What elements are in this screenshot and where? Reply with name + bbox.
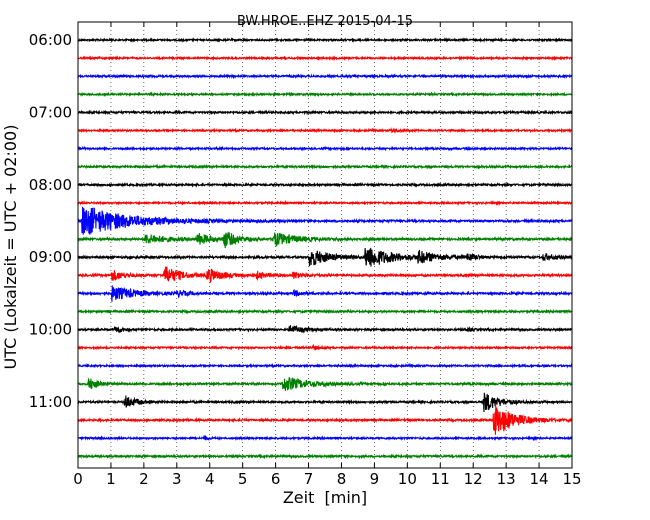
trace-line (77, 126, 573, 134)
trace-line (77, 37, 573, 43)
y-tick-label: 08:00 (29, 176, 72, 194)
x-tick-label: 15 (562, 470, 581, 488)
trace-line (77, 206, 573, 235)
trace-line (77, 404, 573, 435)
x-tick-label: 8 (337, 470, 347, 488)
trace-line (77, 231, 573, 249)
x-tick-label: 13 (497, 470, 516, 488)
x-tick-label: 3 (172, 470, 182, 488)
x-tick-label: 9 (370, 470, 380, 488)
y-tick-label: 11:00 (29, 393, 72, 411)
x-axis: 0 1 2 3 4 5 6 7 8 9 10 11 12 13 14 15 (73, 22, 582, 488)
trace-line (77, 434, 573, 442)
trace-line (77, 285, 573, 302)
x-tick-label: 10 (398, 470, 417, 488)
trace-line (77, 73, 573, 80)
trace-line (77, 145, 573, 152)
y-axis: 06:00 07:00 08:00 09:00 10:00 11:00 (29, 31, 572, 411)
x-tick-label: 2 (139, 470, 149, 488)
x-tick-label: 7 (304, 470, 314, 488)
x-axis-label: Zeit [min] (283, 488, 367, 507)
trace-group (77, 37, 573, 460)
trace-line (77, 247, 573, 267)
x-tick-label: 6 (271, 470, 281, 488)
trace-line (77, 199, 573, 206)
x-tick-label: 14 (530, 470, 549, 488)
x-tick-label: 11 (431, 470, 450, 488)
x-tick-label: 4 (205, 470, 215, 488)
trace-line (77, 377, 573, 391)
trace-line (77, 266, 573, 284)
trace-line (77, 453, 573, 460)
y-axis-label: UTC (Lokalzeit = UTC + 02:00) (1, 125, 20, 370)
trace-line (77, 308, 573, 315)
trace-line (77, 109, 573, 116)
x-tick-label: 12 (464, 470, 483, 488)
trace-line (77, 163, 573, 170)
x-tick-label: 0 (73, 470, 83, 488)
y-tick-label: 06:00 (29, 31, 72, 49)
plot-frame (77, 21, 573, 469)
x-tick-label: 1 (106, 470, 116, 488)
trace-line (77, 324, 573, 334)
trace-line (77, 181, 573, 188)
trace-line (77, 362, 573, 369)
y-tick-label: 10:00 (29, 321, 72, 339)
trace-line (77, 91, 573, 98)
x-tick-label: 5 (238, 470, 248, 488)
trace-line (77, 392, 573, 412)
y-tick-label: 07:00 (29, 103, 72, 121)
y-tick-label: 09:00 (29, 248, 72, 266)
trace-line (77, 344, 573, 351)
trace-line (77, 55, 573, 62)
